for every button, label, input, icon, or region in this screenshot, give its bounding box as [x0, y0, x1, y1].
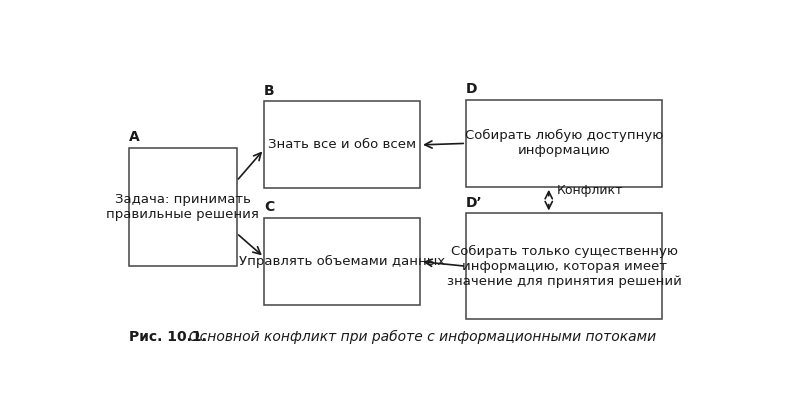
Text: C: C — [264, 200, 274, 214]
Text: Задача: принимать
правильные решения: Задача: принимать правильные решения — [107, 193, 259, 221]
Text: Рис. 10.1.: Рис. 10.1. — [130, 330, 207, 344]
Text: D: D — [466, 82, 478, 96]
Bar — [466, 100, 662, 187]
Text: Управлять объемами данных: Управлять объемами данных — [239, 255, 446, 268]
Text: Собирать только существенную
информацию, которая имеет
значение для принятия реш: Собирать только существенную информацию,… — [446, 245, 682, 288]
Text: B: B — [264, 84, 275, 98]
Text: Собирать любую доступную
информацию: Собирать любую доступную информацию — [465, 129, 664, 158]
Bar — [264, 218, 420, 305]
Text: Конфликт: Конфликт — [557, 184, 623, 197]
Bar — [466, 213, 662, 319]
Bar — [130, 148, 236, 266]
Text: Основной конфликт при работе с информационными потоками: Основной конфликт при работе с информаци… — [179, 330, 656, 344]
Text: A: A — [130, 130, 140, 144]
Bar — [264, 101, 420, 188]
Text: D’: D’ — [466, 196, 483, 210]
Text: Знать все и обо всем: Знать все и обо всем — [268, 139, 416, 152]
